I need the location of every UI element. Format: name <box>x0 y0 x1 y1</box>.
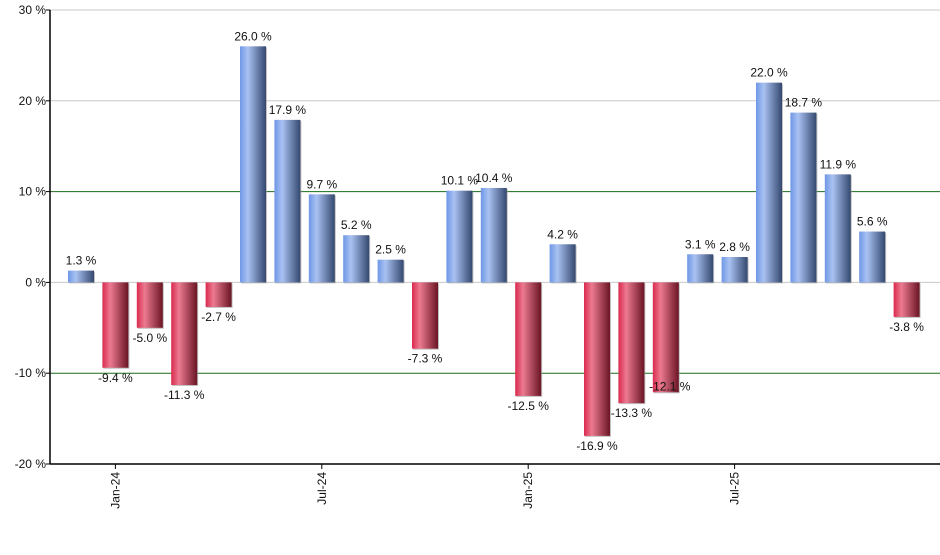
bar <box>618 282 645 404</box>
y-tick-label: 10 % <box>19 185 47 199</box>
y-tick-label: 0 % <box>25 275 46 289</box>
x-axis-labels: Jan-24 Jul-24 Jan-25 Jul-25 <box>108 472 741 509</box>
data-label: -16.9 % <box>576 439 618 453</box>
data-label: -12.5 % <box>508 399 550 413</box>
data-label: 18.7 % <box>785 96 823 110</box>
bar <box>377 259 404 283</box>
data-label: 1.3 % <box>66 254 97 268</box>
data-label: -3.8 % <box>889 320 924 334</box>
bar <box>171 282 198 386</box>
data-label: -12.1 % <box>649 379 691 393</box>
axes <box>46 9 940 469</box>
bar <box>652 282 679 393</box>
data-label: 17.9 % <box>269 103 307 117</box>
x-tick-label: Jul-25 <box>728 472 742 505</box>
bar <box>412 282 438 349</box>
data-label: 11.9 % <box>820 157 857 171</box>
data-label: 5.6 % <box>857 215 888 229</box>
bar <box>240 46 266 283</box>
bar <box>102 282 129 368</box>
bar <box>790 112 817 283</box>
data-label: 9.7 % <box>306 177 337 191</box>
bars <box>68 46 921 437</box>
bar <box>549 244 576 283</box>
bar <box>756 82 782 283</box>
y-tick-label: 30 % <box>19 3 47 17</box>
bar <box>859 231 886 283</box>
bar <box>136 282 163 328</box>
data-label: -5.0 % <box>132 331 167 345</box>
data-label: 26.0 % <box>234 29 272 43</box>
y-axis-labels: 30 % 20 % 10 % 0 % -10 % -20 % <box>15 3 47 471</box>
data-label: 10.1 % <box>441 174 479 188</box>
x-tick-label: Jan-25 <box>521 472 535 509</box>
bar <box>824 174 851 283</box>
data-label: 3.1 % <box>685 237 716 251</box>
bar <box>721 256 748 283</box>
bar <box>687 254 714 283</box>
bar <box>584 282 610 436</box>
bar <box>446 190 473 283</box>
data-label: 2.8 % <box>719 240 750 254</box>
bar <box>343 235 370 283</box>
y-tick-label: -20 % <box>15 457 47 471</box>
data-label: 10.4 % <box>475 171 513 185</box>
x-tick-label: Jul-24 <box>315 472 329 505</box>
data-label: -2.7 % <box>201 310 236 324</box>
bar <box>274 119 301 283</box>
x-tick-label: Jan-24 <box>108 472 122 509</box>
bar <box>205 282 232 307</box>
y-tick-label: -10 % <box>15 366 47 380</box>
bar <box>308 194 335 283</box>
data-label: 2.5 % <box>375 243 406 257</box>
data-label: 5.2 % <box>341 218 372 232</box>
y-tick-label: 20 % <box>19 94 47 108</box>
data-labels: 1.3 % -9.4 % -5.0 % -11.3 % -2.7 % 26.0 % 17.9… <box>66 29 925 453</box>
data-label: 22.0 % <box>750 66 788 80</box>
data-label: 4.2 % <box>547 227 578 241</box>
bar <box>515 282 542 396</box>
data-label: -13.3 % <box>611 406 653 420</box>
data-label: -11.3 % <box>164 388 205 402</box>
bar <box>893 282 920 317</box>
data-label: -7.3 % <box>408 352 443 366</box>
bar <box>480 187 507 283</box>
data-label: -9.4 % <box>98 371 133 385</box>
bar <box>68 270 94 283</box>
